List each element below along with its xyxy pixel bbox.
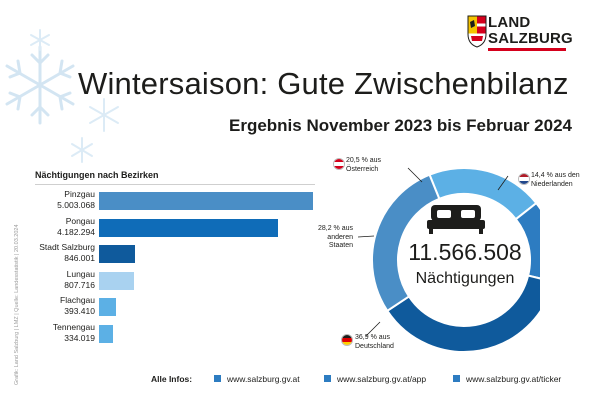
land-salzburg-logo bbox=[467, 15, 487, 48]
bullet-square-icon bbox=[453, 375, 460, 382]
austria-flag-icon bbox=[333, 158, 345, 170]
bar-value-label: 846.001 bbox=[64, 253, 95, 263]
logo-rule bbox=[488, 48, 566, 51]
callout-austria: 20,5 % aus Österreich bbox=[346, 157, 381, 174]
donut-slice bbox=[514, 201, 540, 280]
logo-line-2: SALZBURG bbox=[488, 30, 573, 47]
bar bbox=[99, 192, 313, 210]
bar-value-label: 334.019 bbox=[64, 332, 95, 343]
bar-label: Flachgau 393.410 bbox=[60, 295, 95, 317]
logo-wordmark: LAND SALZBURG bbox=[488, 15, 573, 47]
callout-austria-line-1: 20,5 % aus bbox=[346, 157, 382, 164]
bar-chart-title: Nächtigungen nach Bezirken bbox=[35, 170, 159, 180]
bar-category: Pongau bbox=[65, 215, 95, 226]
callout-netherlands: 14,4 % aus den Niederlanden bbox=[531, 172, 580, 189]
bar-value-label: 4.182.294 bbox=[57, 226, 95, 237]
germany-flag-icon bbox=[341, 334, 353, 346]
bar-category: Pinzgau bbox=[64, 189, 95, 199]
page-title: Wintersaison: Gute Zwischenbilanz bbox=[78, 66, 569, 101]
callout-others-line-3: Staaten bbox=[328, 242, 353, 250]
donut-chart bbox=[357, 167, 540, 353]
source-credit: Grafik: Land Salzburg | LMZ | Quelle: La… bbox=[14, 224, 20, 385]
footer-link-app[interactable]: www.salzburg.gv.at/app bbox=[324, 374, 426, 384]
bar bbox=[99, 271, 134, 290]
bar bbox=[99, 218, 278, 237]
bar-value-label: 807.716 bbox=[64, 279, 95, 290]
bar-value-label: 5.003.068 bbox=[57, 200, 95, 210]
donut-total-value: 11.566.508 bbox=[408, 239, 522, 265]
callout-netherlands-line-1: 14,4 % aus den bbox=[531, 172, 580, 179]
callout-germany-line-2: Deutschland bbox=[355, 342, 394, 350]
callout-others-line-2: anderen bbox=[327, 233, 353, 241]
footer-link-website[interactable]: www.salzburg.gv.at bbox=[214, 374, 300, 384]
bar-category: Tennengau bbox=[52, 321, 95, 332]
bed-icon bbox=[427, 205, 485, 234]
callout-pointer-line bbox=[365, 321, 381, 337]
bar-category: Lungau bbox=[66, 268, 95, 279]
bullet-square-icon bbox=[324, 375, 331, 382]
footer-link-ticker[interactable]: www.salzburg.gv.at/ticker bbox=[453, 374, 561, 384]
bar bbox=[99, 245, 136, 263]
callout-pointer-line bbox=[497, 175, 509, 191]
bar bbox=[99, 298, 116, 316]
bar-label: Lungau 807.716 bbox=[64, 269, 95, 291]
bar-category: Stadt Salzburg bbox=[39, 242, 95, 252]
logo-line-1: LAND bbox=[488, 14, 531, 31]
bar-label: Tennengau 334.019 bbox=[53, 322, 95, 344]
bar-label: Stadt Salzburg 846.001 bbox=[39, 242, 95, 264]
bar bbox=[99, 324, 114, 343]
footer-label: Alle Infos: bbox=[151, 374, 193, 384]
donut-slice bbox=[371, 173, 441, 313]
callout-germany-line-1: 36,9 % aus bbox=[355, 334, 391, 341]
bullet-square-icon bbox=[214, 375, 221, 382]
bar-value-label: 393.410 bbox=[64, 306, 95, 316]
callout-netherlands-line-2: Niederlanden bbox=[531, 180, 573, 188]
footer-link-app-text[interactable]: www.salzburg.gv.at/app bbox=[337, 374, 427, 384]
snowflake-decoration bbox=[5, 29, 119, 163]
callout-germany: 36,9 % aus Deutschland bbox=[355, 334, 394, 351]
netherlands-flag-icon bbox=[518, 173, 530, 185]
callout-others: 28,2 % aus anderen Staaten bbox=[315, 225, 353, 251]
footer-link-ticker-text[interactable]: www.salzburg.gv.at/ticker bbox=[466, 374, 562, 384]
donut-total-caption: Nächtigungen bbox=[415, 270, 515, 287]
page-subtitle: Ergebnis November 2023 bis Februar 2024 bbox=[229, 116, 572, 135]
bar-chart-divider bbox=[35, 184, 315, 185]
bar-category: Flachgau bbox=[60, 295, 95, 305]
callout-pointer-line bbox=[407, 167, 423, 183]
callout-pointer-line bbox=[357, 235, 375, 238]
bar-label: Pinzgau 5.003.068 bbox=[57, 189, 95, 211]
footer-link-website-text[interactable]: www.salzburg.gv.at bbox=[227, 374, 300, 384]
callout-others-line-1: 28,2 % aus bbox=[317, 225, 353, 232]
bar-label: Pongau 4.182.294 bbox=[57, 216, 95, 238]
callout-austria-line-2: Österreich bbox=[346, 165, 379, 173]
